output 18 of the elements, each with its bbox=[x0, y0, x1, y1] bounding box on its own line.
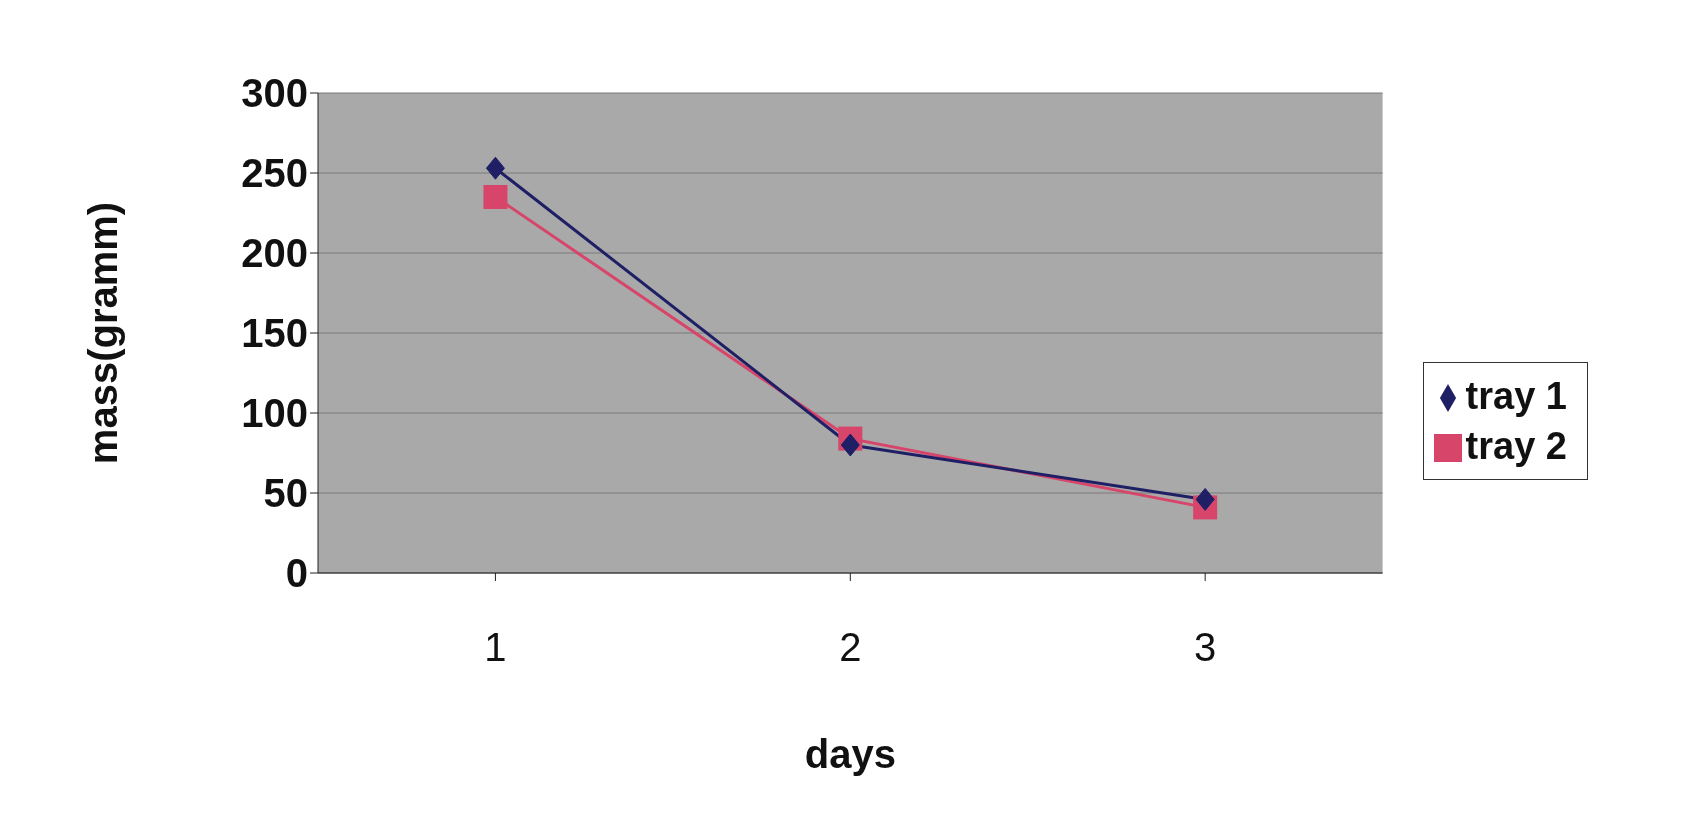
y-tick-label: 100 bbox=[241, 391, 308, 436]
x-tick-label: 2 bbox=[839, 625, 862, 670]
y-tick-label: 250 bbox=[241, 151, 308, 196]
x-axis-title: days bbox=[804, 732, 896, 776]
point bbox=[840, 433, 860, 457]
y-tick-label: 200 bbox=[241, 231, 308, 276]
y-tick-label: 300 bbox=[241, 71, 308, 116]
y-tick-label: 150 bbox=[241, 311, 308, 356]
y-tick-label: 0 bbox=[285, 551, 308, 596]
x-tick-label: 1 bbox=[484, 625, 507, 670]
point bbox=[485, 156, 505, 180]
point bbox=[1195, 487, 1215, 511]
y-axis-title: mass(gramm) bbox=[81, 201, 126, 465]
legend-label: tray 2 bbox=[1465, 424, 1567, 467]
legend-label: tray 1 bbox=[1465, 374, 1567, 417]
y-tick-label: 50 bbox=[263, 471, 308, 516]
x-tick-label: 3 bbox=[1194, 625, 1217, 670]
point bbox=[483, 185, 508, 209]
